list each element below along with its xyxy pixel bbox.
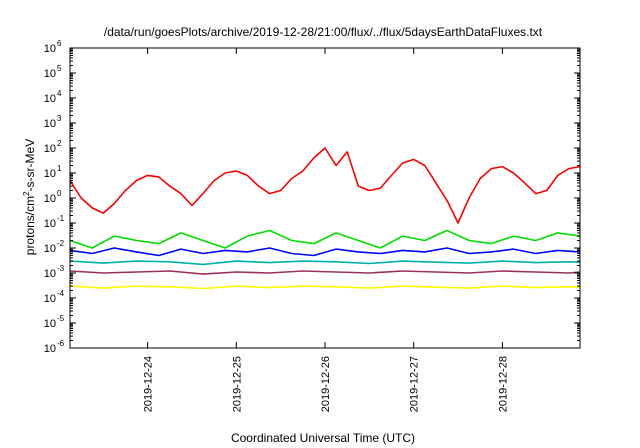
y-tick-label-1: 10 — [44, 318, 56, 330]
y-tick-exp-4: -2 — [57, 239, 65, 248]
y-tick-label-3: 10 — [44, 268, 56, 280]
x-tick-label-4: 2019-12-28 — [497, 356, 509, 412]
y-tick-label-10: 10 — [44, 93, 56, 105]
axes-layer: 10 -610 -510 -410 -310 -210 -110 010 110 210 310 41… — [44, 39, 581, 412]
y-tick-exp-7: 1 — [57, 164, 62, 173]
x-tick-label-2: 2019-12-26 — [320, 356, 332, 412]
y-tick-label-5: 10 — [44, 218, 56, 230]
y-tick-exp-12: 6 — [57, 39, 62, 48]
y-tick-exp-8: 2 — [57, 139, 62, 148]
svg-text:protons/cm2-s-sr-MeV: protons/cm2-s-sr-MeV — [22, 139, 37, 255]
chart-title: /data/run/goesPlots/archive/2019-12-28/2… — [104, 25, 543, 39]
y-tick-label-7: 10 — [44, 168, 56, 180]
y-tick-exp-9: 3 — [57, 114, 62, 123]
y-tick-exp-3: -3 — [57, 264, 65, 273]
series-line-2 — [69, 247, 581, 257]
y-tick-label-0: 10 — [44, 343, 56, 355]
y-tick-exp-10: 4 — [57, 89, 62, 98]
series-layer — [69, 147, 581, 290]
y-tick-exp-5: -1 — [57, 214, 65, 223]
y-tick-label-6: 10 — [44, 193, 56, 205]
plot-frame — [69, 47, 581, 349]
y-tick-label-2: 10 — [44, 293, 56, 305]
y-tick-label-11: 10 — [44, 68, 56, 80]
y-axis-label-sup: 2 — [22, 191, 31, 196]
series-line-0 — [69, 147, 581, 224]
x-axis-label: Coordinated Universal Time (UTC) — [231, 431, 415, 445]
y-tick-exp-0: -6 — [57, 339, 65, 348]
y-tick-exp-6: 0 — [57, 189, 62, 198]
y-tick-exp-2: -4 — [57, 289, 65, 298]
x-tick-label-3: 2019-12-27 — [409, 356, 421, 412]
y-tick-label-12: 10 — [44, 43, 56, 55]
series-line-5 — [69, 285, 581, 290]
series-line-1 — [69, 229, 581, 249]
series-line-4 — [69, 270, 581, 275]
y-tick-exp-1: -5 — [57, 314, 65, 323]
x-tick-label-0: 2019-12-24 — [143, 356, 155, 412]
y-tick-label-8: 10 — [44, 143, 56, 155]
y-axis-label: protons/cm2-s-sr-MeV — [22, 139, 37, 255]
series-line-3 — [69, 260, 581, 266]
x-tick-label-1: 2019-12-25 — [231, 356, 243, 412]
y-tick-label-9: 10 — [44, 118, 56, 130]
y-axis-label-rest: -s-sr-MeV — [23, 139, 37, 192]
y-tick-exp-11: 5 — [57, 64, 62, 73]
y-tick-label-4: 10 — [44, 243, 56, 255]
y-axis-label-base: protons/cm — [23, 196, 37, 255]
